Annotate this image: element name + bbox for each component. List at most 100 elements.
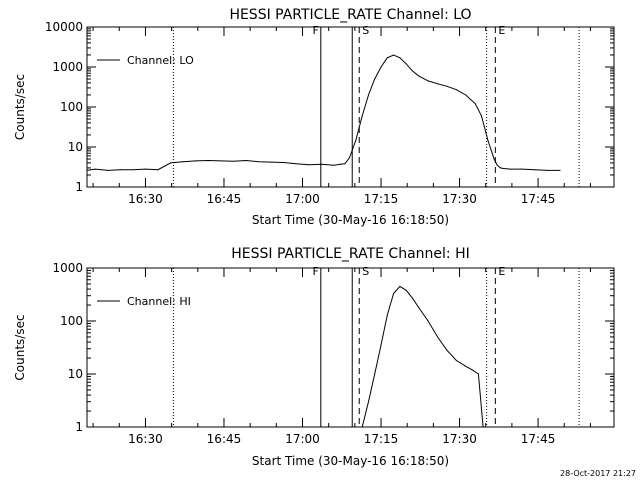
data-point <box>361 115 363 117</box>
data-point <box>405 289 407 291</box>
event-marker-label: S <box>362 24 369 37</box>
data-point <box>474 103 476 105</box>
data-point <box>374 373 376 375</box>
data-point <box>182 161 184 163</box>
data-point <box>355 139 357 141</box>
data-point <box>465 94 467 96</box>
data-point <box>349 156 351 158</box>
data-point <box>411 297 413 299</box>
data-point <box>418 307 420 308</box>
legend-label: Channel: LO <box>127 54 194 67</box>
data-point <box>411 70 413 72</box>
data-point <box>380 344 382 346</box>
series-line <box>86 54 561 171</box>
data-point <box>499 167 501 169</box>
footer-timestamp: 28-Oct-2017 21:27 <box>560 469 636 478</box>
data-point <box>195 160 197 162</box>
data-point <box>437 336 439 338</box>
data-point <box>368 94 369 96</box>
data-point <box>521 168 523 170</box>
data-point <box>145 168 146 170</box>
axes-frame <box>86 267 615 428</box>
data-point <box>446 349 448 351</box>
data-point <box>437 83 439 85</box>
y-tick-label: 100 <box>60 100 83 114</box>
data-point <box>465 365 467 367</box>
series-line <box>361 285 484 428</box>
y-tick-label: 100 <box>60 314 83 328</box>
data-point <box>427 320 429 322</box>
x-tick-label: 17:15 <box>364 432 399 446</box>
data-point <box>455 360 457 361</box>
data-point <box>393 293 395 294</box>
data-point <box>399 285 401 287</box>
chart-title: HESSI PARTICLE_RATE Channel: HI <box>231 246 469 262</box>
data-point <box>320 163 322 165</box>
y-axis-label: Counts/sec <box>13 74 27 140</box>
y-tick-label: 10 <box>68 367 83 381</box>
x-tick-label: 16:30 <box>128 432 163 446</box>
y-tick-label: 1000 <box>52 261 83 275</box>
y-tick-label: 10000 <box>45 20 83 34</box>
data-point <box>386 57 388 59</box>
event-marker-label: F <box>312 265 318 278</box>
data-point <box>119 169 121 171</box>
data-point <box>258 161 259 163</box>
data-point <box>157 169 159 171</box>
data-point <box>107 169 109 171</box>
data-point <box>547 169 548 171</box>
event-marker-label: F <box>312 24 318 37</box>
data-point <box>170 162 172 164</box>
data-point <box>481 115 482 117</box>
data-point <box>534 169 536 171</box>
data-point <box>503 168 504 169</box>
data-point <box>339 163 341 165</box>
data-point <box>427 80 429 82</box>
x-axis-label: Start Time (30-May-16 16:18:50) <box>252 213 449 227</box>
x-tick-label: 16:30 <box>128 192 163 206</box>
y-tick-label: 1 <box>75 180 83 194</box>
data-point <box>295 163 297 165</box>
data-point <box>86 169 88 171</box>
data-point <box>94 168 96 170</box>
x-tick-label: 17:00 <box>285 432 320 446</box>
axes-frame <box>86 26 615 188</box>
y-tick-label: 10 <box>68 140 83 154</box>
y-tick-label: 1 <box>75 420 83 434</box>
data-point <box>374 78 376 80</box>
data-point <box>368 401 369 403</box>
data-point <box>207 160 209 161</box>
data-point <box>380 66 382 68</box>
data-point <box>308 164 310 166</box>
data-point <box>361 426 363 428</box>
data-point <box>405 63 407 65</box>
data-point <box>245 160 247 161</box>
x-tick-label: 16:45 <box>207 192 242 206</box>
data-point <box>509 168 511 170</box>
data-point <box>418 75 420 77</box>
data-point <box>220 160 222 162</box>
y-tick-label: 1000 <box>52 60 83 74</box>
panel-hi: HESSI PARTICLE_RATE Channel: HI Counts/se… <box>13 246 615 468</box>
data-point <box>344 163 346 165</box>
data-point <box>393 54 395 56</box>
x-tick-label: 17:30 <box>442 192 477 206</box>
x-tick-label: 16:45 <box>207 432 242 446</box>
data-point <box>232 160 234 162</box>
data-point <box>493 158 495 160</box>
data-point <box>446 85 448 87</box>
data-point <box>471 369 473 371</box>
x-tick-label: 17:45 <box>521 432 556 446</box>
x-tick-label: 17:45 <box>521 192 556 206</box>
data-point <box>482 426 484 428</box>
data-point <box>399 57 401 59</box>
y-axis-label: Counts/sec <box>13 314 27 380</box>
data-point <box>559 169 561 171</box>
chart-title: HESSI PARTICLE_RATE Channel: LO <box>229 7 471 23</box>
x-axis-label: Start Time (30-May-16 16:18:50) <box>252 454 449 468</box>
data-point <box>487 139 489 141</box>
data-point <box>333 164 335 166</box>
data-point <box>283 162 285 163</box>
